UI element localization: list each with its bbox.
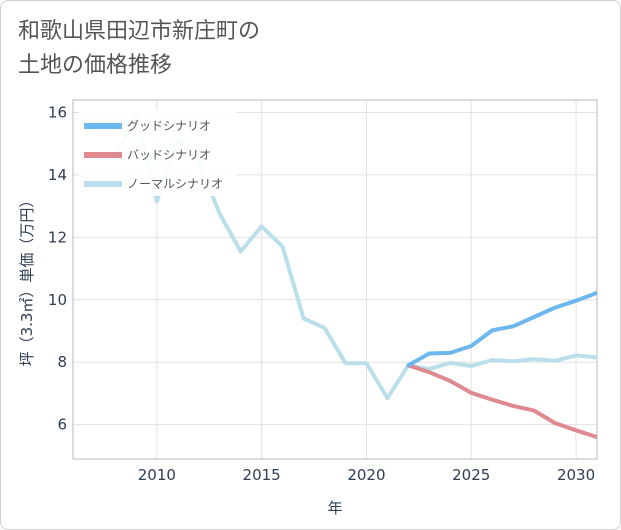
x-tick-label: 2025 <box>452 466 490 484</box>
series-line-0 <box>406 290 597 368</box>
y-tick-label: 14 <box>48 166 67 184</box>
x-tick-label: 2010 <box>138 466 176 484</box>
chart-title-line-1: 和歌山県田辺市新庄町の <box>18 19 261 44</box>
grid <box>73 100 597 459</box>
chart-title-line-2: 土地の価格推移 <box>18 53 173 78</box>
legend-label: グッドシナリオ <box>127 119 211 133</box>
axis-ticks: 2010 2015 2020 2025 2030 6 8 10 12 14 16 <box>48 103 595 484</box>
legend-label: バッドシナリオ <box>127 148 211 162</box>
y-axis-title: 坪（3.3㎡）単価（万円） <box>18 193 36 367</box>
y-tick-label: 8 <box>57 353 67 371</box>
x-tick-label: 2015 <box>243 466 281 484</box>
plot-frame <box>72 99 598 460</box>
y-tick-label: 16 <box>48 103 67 121</box>
y-tick-label: 6 <box>57 416 67 434</box>
series-line-1 <box>406 363 597 440</box>
y-tick-label: 12 <box>48 228 67 246</box>
legend-label: ノーマルシナリオ <box>127 177 223 191</box>
y-tick-label: 10 <box>48 291 67 309</box>
x-tick-label: 2030 <box>557 466 595 484</box>
chart-title: 和歌山県田辺市新庄町の 土地の価格推移 <box>18 15 578 83</box>
x-axis-title: 年 <box>327 499 342 517</box>
x-tick-label: 2020 <box>347 466 385 484</box>
